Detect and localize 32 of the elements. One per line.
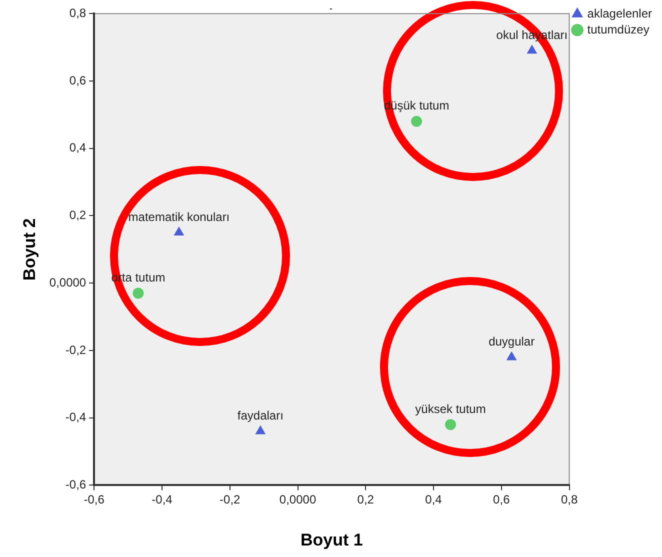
x-tick-label: 0,0000: [279, 492, 316, 507]
x-tick-label: 0,6: [493, 492, 510, 507]
y-tick-label: -0,6: [65, 478, 86, 492]
point: [506, 352, 516, 360]
point: [132, 288, 144, 299]
annotation: faydaları: [237, 408, 284, 423]
point: [256, 426, 266, 434]
point: [411, 116, 422, 127]
y-tick-label: 0,8: [69, 6, 86, 20]
legend-label: tutumdüzey: [587, 22, 650, 36]
y-tick-label: 0,4: [69, 140, 86, 155]
x-tick-label: 0,8: [560, 492, 578, 507]
point: [174, 227, 184, 236]
x-tick-label: -0,2: [220, 492, 241, 507]
x-tick-label: -0,6: [84, 492, 105, 507]
y-tick-label: 0,0000: [49, 275, 86, 290]
x-tick-label: 0,4: [425, 492, 442, 507]
x-tick-label: -0,4: [152, 492, 173, 507]
y-tick-label: -0,4: [65, 410, 86, 424]
legend-label: aklagelenler: [587, 6, 652, 20]
x-tick-label: 0,2: [357, 492, 374, 507]
y-tick-label: 0,2: [69, 208, 86, 222]
y-tick-label: -0,2: [65, 342, 86, 357]
point: [444, 419, 456, 430]
annotation: duygular: [488, 334, 535, 349]
y-tick-label: 0,6: [69, 73, 86, 88]
annotation: yüksek tutum: [415, 402, 486, 416]
point: [527, 45, 537, 54]
x-axis-title: Boyut 1: [300, 530, 363, 550]
annotation: matematik konuları: [128, 210, 230, 224]
chart-title: -: [330, 4, 333, 14]
y-axis-title: Boyut 2: [20, 218, 39, 281]
